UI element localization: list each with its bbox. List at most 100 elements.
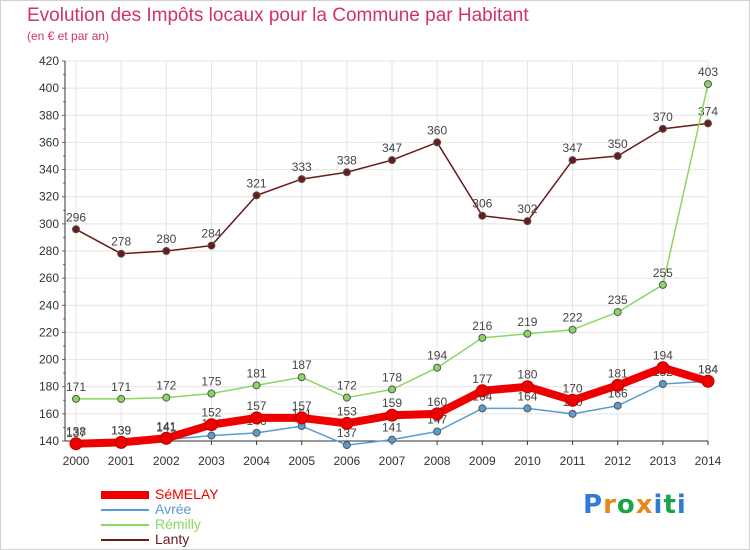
data-point (613, 152, 622, 160)
data-label: 222 (563, 311, 583, 325)
data-point (658, 124, 667, 133)
data-point (114, 435, 128, 449)
y-tick-label: 320 (39, 190, 59, 204)
data-point (342, 441, 351, 450)
data-point (656, 361, 670, 375)
x-tick-label: 2000 (63, 454, 90, 468)
data-label: 194 (427, 349, 447, 363)
data-label: 235 (608, 293, 628, 307)
data-point (568, 325, 577, 334)
data-label: 280 (156, 232, 176, 246)
legend-swatch (101, 491, 149, 499)
logo-letter: r (603, 490, 617, 520)
y-tick-label: 340 (39, 163, 59, 177)
data-point (566, 393, 580, 407)
legend-swatch (101, 509, 149, 511)
data-label: 278 (111, 235, 131, 249)
data-label: 347 (382, 141, 402, 155)
data-label: 152 (201, 406, 221, 420)
data-point (433, 427, 442, 436)
data-point (520, 380, 534, 394)
data-label: 171 (111, 380, 131, 394)
y-tick-label: 400 (39, 81, 59, 95)
data-point (388, 435, 396, 444)
data-point (69, 437, 83, 451)
data-label: 164 (517, 389, 537, 403)
data-point (523, 329, 532, 338)
logo-letter: i (676, 490, 687, 520)
data-point (430, 407, 444, 421)
logo-letter: P (583, 490, 604, 520)
chart-subtitle: (en € et par an) (27, 29, 110, 43)
data-label: 302 (517, 202, 537, 216)
data-point (159, 431, 173, 445)
data-point (658, 380, 667, 388)
data-point (478, 211, 487, 220)
x-tick-label: 2014 (695, 454, 722, 468)
data-point (342, 393, 351, 402)
data-label: 347 (563, 141, 583, 155)
x-tick-label: 2010 (514, 454, 541, 468)
logo-letter: i (653, 490, 664, 520)
data-label: 306 (472, 197, 492, 211)
data-point (162, 247, 171, 255)
data-point (568, 409, 577, 418)
data-point (523, 404, 532, 413)
data-label: 403 (698, 65, 718, 79)
data-label: 296 (66, 210, 86, 224)
data-label: 370 (653, 110, 673, 124)
data-label: 216 (472, 319, 492, 333)
data-label: 160 (427, 395, 447, 409)
data-label: 255 (653, 266, 673, 280)
data-label: 181 (247, 366, 267, 380)
data-label: 141 (382, 421, 402, 435)
data-label: 219 (517, 315, 537, 329)
data-label: 284 (201, 227, 221, 241)
x-tick-label: 2001 (108, 454, 135, 468)
data-label: 141 (156, 421, 176, 435)
x-tick-label: 2011 (560, 454, 586, 468)
data-point (252, 428, 261, 437)
data-point (478, 333, 487, 342)
x-tick-label: 2012 (604, 454, 631, 468)
chart-title: Evolution des Impôts locaux pour la Comm… (27, 5, 529, 26)
data-point (385, 408, 399, 422)
data-point (297, 373, 306, 382)
x-tick-label: 2006 (334, 454, 361, 468)
x-tick-label: 2003 (198, 454, 225, 468)
data-label: 139 (111, 423, 131, 437)
x-tick-label: 2004 (243, 454, 270, 468)
data-point (72, 394, 80, 403)
y-tick-label: 300 (39, 217, 59, 231)
data-label: 170 (563, 381, 583, 395)
y-tick-label: 360 (39, 135, 59, 149)
data-point (252, 191, 261, 200)
data-point (117, 394, 126, 403)
x-tick-label: 2005 (288, 454, 315, 468)
data-point (388, 156, 396, 165)
data-point (117, 249, 126, 258)
data-point (295, 411, 309, 425)
legend-label: Avrée (155, 501, 192, 517)
data-label: 338 (337, 153, 357, 167)
data-label: 184 (698, 362, 718, 376)
data-label: 157 (292, 399, 312, 413)
data-label: 137 (66, 426, 86, 440)
data-label: 180 (517, 368, 537, 382)
data-point (613, 401, 622, 410)
data-point (207, 431, 216, 440)
data-label: 157 (247, 399, 267, 413)
data-label: 172 (156, 379, 176, 393)
data-label: 138 (66, 425, 86, 439)
data-label: 171 (66, 380, 86, 394)
legend-swatch (101, 524, 149, 526)
logo-letter: x (635, 490, 654, 520)
data-point (250, 411, 264, 425)
data-label: 177 (472, 372, 492, 386)
legend-label: Rémilly (155, 516, 201, 532)
data-label: 159 (382, 396, 402, 410)
y-tick-label: 160 (39, 407, 59, 421)
x-tick-label: 2002 (153, 454, 180, 468)
proxiti-logo: Proxiti (583, 490, 687, 520)
